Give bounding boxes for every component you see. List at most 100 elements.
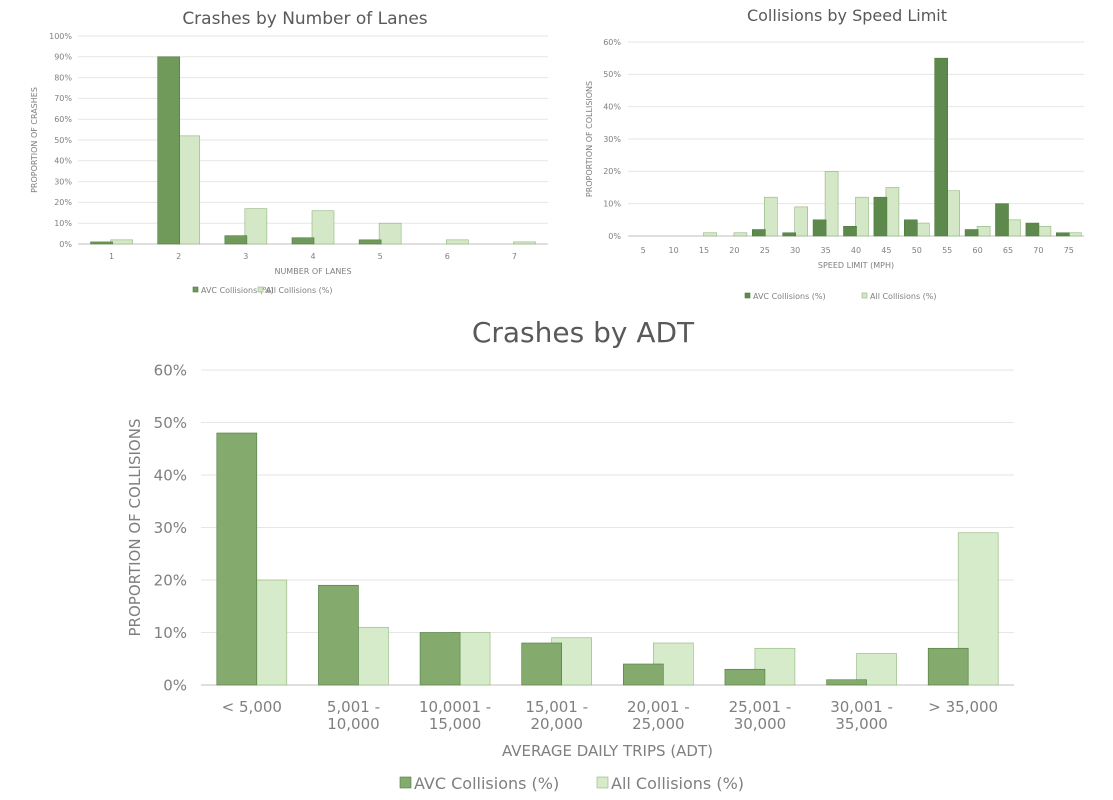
adt-x-axis-title: AVERAGE DAILY TRIPS (ADT)	[502, 742, 713, 760]
lanes-bar-all	[513, 241, 536, 245]
speed-bar-avc	[964, 229, 979, 237]
lanes-bar-all	[311, 210, 335, 245]
speed-bar-all	[824, 171, 839, 237]
lanes-bar-all	[378, 222, 402, 245]
speed-chart-title: Collisions by Speed Limit	[747, 6, 947, 25]
lanes-y-tick-label: 10%	[54, 219, 72, 228]
lanes-legend-swatch	[257, 286, 264, 293]
adt-y-tick-label: 20%	[154, 571, 187, 589]
speed-legend-swatch	[744, 292, 751, 299]
lanes-x-tick-label: 7	[512, 252, 517, 261]
speed-bar-avc	[903, 219, 918, 237]
lanes-x-tick-label: 2	[176, 252, 181, 261]
speed-x-tick-label: 15	[699, 246, 709, 255]
lanes-y-tick-label: 90%	[54, 53, 72, 62]
adt-x-tick-label: 10,000	[327, 715, 380, 733]
adt-y-tick-label: 40%	[154, 466, 187, 484]
speed-limit-chart: Collisions by Speed Limit 0% 10% 20% 30% 40% 5…	[585, 6, 1084, 301]
adt-x-tick-label: 30,000	[734, 715, 787, 733]
speed-x-tick-label: 75	[1064, 246, 1074, 255]
speed-y-tick-label: 30%	[603, 135, 621, 144]
lanes-legend-swatch	[192, 286, 199, 293]
speed-x-tick-label: 35	[821, 246, 831, 255]
speed-x-tick-label: 25	[760, 246, 770, 255]
speed-bar-avc	[843, 226, 857, 237]
adt-legend-label: AVC Collisions (%)	[414, 774, 559, 793]
lanes-x-tick-label: 5	[378, 252, 383, 261]
lanes-y-tick-label: 20%	[54, 198, 72, 207]
adt-bar-all	[957, 532, 999, 686]
lanes-x-axis-title: NUMBER OF LANES	[274, 267, 351, 276]
speed-y-axis-title: PROPORTION OF COLLISIONS	[585, 81, 594, 197]
adt-x-tick-label: 30,001 -	[830, 698, 893, 716]
lanes-bar-avc	[90, 241, 113, 245]
lanes-y-tick-label: 30%	[54, 177, 72, 186]
adt-legend-label: All Collisions (%)	[611, 774, 744, 793]
adt-x-tick-label: 5,001 -	[327, 698, 380, 716]
speed-x-axis-title: SPEED LIMIT (MPH)	[818, 261, 894, 270]
speed-y-tick-label: 20%	[603, 167, 621, 176]
lanes-y-tick-label: 80%	[54, 73, 72, 82]
speed-x-tick-label: 5	[641, 246, 646, 255]
adt-bar-avc	[623, 663, 664, 686]
lanes-y-tick-label: 60%	[54, 115, 72, 124]
adt-bar-avc	[216, 432, 258, 686]
lanes-legend-label: AVC Collisions (%)	[201, 286, 274, 295]
adt-bar-avc	[826, 679, 867, 686]
lanes-chart: Crashes by Number of Lanes 0% 10% 20% 30% 40%…	[30, 9, 548, 295]
speed-x-tick-label: 60	[973, 246, 983, 255]
speed-bar-avc	[812, 219, 827, 237]
speed-bar-avc	[995, 203, 1009, 237]
lanes-y-tick-label: 50%	[54, 136, 72, 145]
adt-bar-avc	[927, 647, 969, 686]
speed-legend-label: AVC Collisions (%)	[753, 292, 826, 301]
adt-y-tick-label: 0%	[163, 676, 187, 694]
speed-bar-all	[703, 232, 717, 237]
adt-y-tick-label: 60%	[154, 361, 187, 379]
adt-x-tick-label: < 5,000	[222, 698, 282, 716]
speed-x-tick-label: 10	[669, 246, 679, 255]
adt-bar-avc	[521, 642, 562, 686]
speed-y-tick-label: 40%	[603, 102, 621, 111]
speed-legend-label: All Collisions (%)	[870, 292, 937, 301]
adt-x-tick-label: 15,000	[429, 715, 482, 733]
adt-x-tick-label: 20,000	[530, 715, 583, 733]
adt-y-axis-title: PROPORTION OF COLLISIONS	[126, 419, 144, 637]
lanes-y-tick-label: 40%	[54, 157, 72, 166]
speed-y-tick-label: 50%	[603, 70, 621, 79]
adt-x-tick-label: 20,001 -	[627, 698, 690, 716]
lanes-bar-avc	[157, 56, 181, 245]
lanes-x-tick-label: 6	[445, 252, 450, 261]
speed-x-tick-label: 50	[912, 246, 922, 255]
lanes-bar-avc	[224, 235, 248, 245]
adt-x-tick-label: 15,001 -	[525, 698, 588, 716]
speed-x-tick-label: 45	[881, 246, 891, 255]
adt-x-tick-label: 25,001 -	[729, 698, 792, 716]
adt-bar-avc	[318, 584, 359, 686]
speed-legend-swatch	[861, 292, 868, 299]
speed-x-tick-label: 55	[942, 246, 952, 255]
adt-x-tick-label: 25,000	[632, 715, 685, 733]
speed-bar-all	[763, 196, 778, 237]
adt-legend-swatch	[399, 776, 412, 789]
lanes-bar-avc	[358, 239, 382, 245]
adt-y-tick-label: 30%	[154, 519, 187, 537]
speed-y-tick-label: 0%	[608, 232, 621, 241]
lanes-y-tick-label: 70%	[54, 94, 72, 103]
lanes-y-axis-title: PROPORTION OF CRASHES	[30, 87, 39, 193]
adt-bar-avc	[724, 668, 766, 686]
lanes-y-tick-label: 100%	[49, 32, 72, 41]
adt-chart-title: Crashes by ADT	[472, 316, 695, 349]
lanes-x-tick-label: 4	[310, 252, 315, 261]
speed-bar-all	[733, 232, 748, 237]
speed-y-tick-label: 10%	[603, 199, 621, 208]
speed-x-tick-label: 40	[851, 246, 861, 255]
speed-x-tick-label: 30	[790, 246, 800, 255]
speed-bar-avc	[934, 57, 949, 237]
lanes-bar-all	[445, 239, 469, 245]
lanes-x-tick-label: 3	[243, 252, 248, 261]
speed-bar-avc	[1025, 222, 1040, 237]
speed-bar-all	[794, 206, 809, 237]
lanes-x-tick-label: 1	[109, 252, 114, 261]
